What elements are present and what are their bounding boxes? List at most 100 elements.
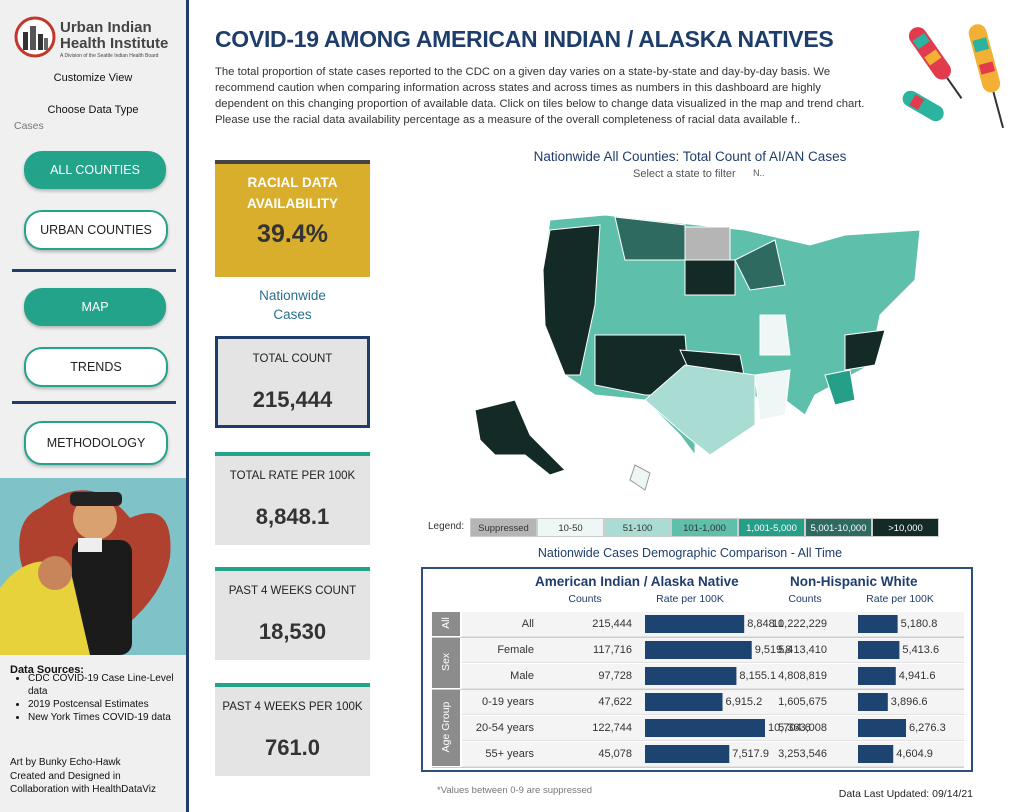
nav-button[interactable]: MAP — [24, 288, 166, 326]
nationwide-label: Nationwide Cases — [259, 288, 326, 322]
legend-item: 5,001-10,000 — [805, 518, 872, 537]
white-rate: 5,180.8 — [900, 618, 938, 630]
section-label: Sex — [440, 652, 452, 672]
page-title: COVID-19 AMONG AMERICAN INDIAN / ALASKA … — [215, 26, 834, 52]
sources-list: CDC COVID-19 Case Line-Level data2019 Po… — [12, 672, 178, 724]
racial-value: 39.4% — [257, 220, 328, 248]
section-sep — [432, 637, 964, 638]
aian-rate: 6,915.2 — [725, 696, 763, 708]
kpi-card: PAST 4 WEEKS COUNT 18,530 — [215, 567, 370, 660]
map-title: Nationwide All Counties: Total Count of … — [533, 149, 847, 164]
white-count: 5,363,008 — [778, 722, 827, 734]
nav-button[interactable]: TRENDS — [24, 347, 168, 387]
credit-line: Created and Designed in — [10, 770, 121, 782]
white-rate: 4,941.6 — [898, 670, 936, 682]
row-bg — [462, 612, 964, 637]
kpi-card: PAST 4 WEEKS PER 100K 761.0 — [215, 683, 370, 776]
artwork — [0, 478, 186, 655]
logo-tagline: A Division of the Seattle Indian Health … — [60, 53, 159, 59]
nav-button[interactable]: URBAN COUNTIES — [24, 210, 168, 250]
credit-line: Collaboration with HealthDataViz — [10, 784, 157, 795]
section-sep — [432, 689, 964, 690]
legend-item: >10,000 — [872, 518, 939, 537]
source-item: New York Times COVID-19 data — [28, 711, 178, 724]
logo-icon — [14, 16, 56, 58]
section-label: Age Group — [440, 701, 452, 753]
row-bg — [462, 716, 964, 741]
group-header: American Indian / Alaska Native — [535, 574, 739, 589]
section-band — [432, 612, 460, 636]
legend-item: 51-100 — [604, 518, 671, 537]
aian-count: 122,744 — [592, 722, 632, 734]
kpi-value: 215,444 — [252, 387, 333, 412]
logo-line: Urban Indian — [60, 19, 152, 36]
source-item: CDC COVID-19 Case Line-Level data — [28, 672, 178, 698]
kpi-label: TOTAL RATE PER 100K — [229, 470, 356, 482]
source-item: 2019 Postcensal Estimates — [28, 698, 178, 711]
row-bg — [462, 664, 964, 689]
section-band — [432, 638, 460, 688]
credits: Art by Bunky Echo-Hawk Created and Design… — [10, 756, 156, 797]
row-bg — [462, 742, 964, 767]
kpi-card: TOTAL COUNT 215,444 — [215, 336, 370, 428]
column-header: Counts — [788, 593, 822, 605]
section-sep — [432, 767, 964, 768]
row-label: Male — [510, 670, 534, 682]
legend-item: 1,001-5,000 — [738, 518, 805, 537]
aian-rate: 7,517.9 — [732, 748, 769, 760]
kpi-value: 18,530 — [258, 619, 327, 644]
section-label: All — [440, 617, 452, 629]
row-label: 0-19 years — [482, 696, 534, 708]
logo-line: Health Institute — [60, 35, 169, 52]
column-header: Rate per 100K — [656, 593, 724, 605]
aian-count: 47,622 — [598, 696, 632, 708]
aian-rate: 8,848.1 — [747, 618, 784, 630]
kpi-label: PAST 4 WEEKS COUNT — [228, 585, 357, 597]
aian-count: 45,078 — [598, 748, 632, 760]
white-rate: 4,604.9 — [896, 748, 933, 760]
legend-item: Suppressed — [470, 518, 537, 537]
row-bg — [462, 638, 964, 663]
us-map — [474, 214, 921, 491]
data-type-label: Choose Data Type — [47, 104, 139, 116]
section-band — [432, 690, 460, 766]
nav-button[interactable]: METHODOLOGY — [24, 421, 168, 465]
aian-rate: 8,155.1 — [739, 670, 777, 682]
credit-line: Art by Bunky Echo-Hawk — [10, 757, 121, 768]
white-rate: 5,413.6 — [902, 644, 940, 656]
white-count: 10,222,229 — [771, 618, 827, 630]
row-label: Female — [497, 644, 534, 656]
white-rate: 3,896.6 — [890, 696, 928, 708]
customize-label: Customize View — [53, 72, 133, 84]
map-filter[interactable]: N.. — [753, 168, 765, 178]
column-header: Rate per 100K — [866, 593, 934, 605]
group-header: Non-Hispanic White — [790, 574, 918, 589]
last-updated: Data Last Updated: 09/14/21 — [838, 788, 973, 800]
legend-item: 101-1,000 — [671, 518, 738, 537]
aian-rate: 9,519.8 — [754, 644, 792, 656]
legend-item: 10-50 — [537, 518, 604, 537]
aian-count: 215,444 — [592, 618, 632, 630]
nav-button[interactable]: ALL COUNTIES — [24, 151, 166, 189]
legend-label: Legend: — [428, 521, 465, 532]
white-rate: 6,276.3 — [909, 722, 946, 734]
divider — [12, 269, 176, 272]
feathers-art — [902, 24, 1005, 129]
footnote: *Values between 0-9 are suppressed — [437, 785, 593, 796]
sidebar: Urban Indian Health Institute A Division… — [0, 0, 186, 812]
column-header: Counts — [568, 593, 602, 605]
divider — [12, 401, 176, 404]
row-label: 20-54 years — [475, 722, 534, 734]
row-bg — [462, 690, 964, 715]
racial-card: RACIAL DATA AVAILABILITY 39.4% — [215, 160, 370, 277]
kpi-card: TOTAL RATE PER 100K 8,848.1 — [215, 452, 370, 545]
table-title: Nationwide Cases Demographic Comparison … — [537, 546, 843, 560]
data-type-select[interactable]: Cases — [14, 120, 44, 132]
white-count: 3,253,546 — [778, 748, 827, 760]
table-frame — [421, 567, 973, 772]
logo-name: Urban Indian Health Institute — [60, 20, 168, 52]
aian-rate: 10,704.6 — [768, 722, 811, 734]
description: The total proportion of state cases repo… — [215, 66, 865, 126]
